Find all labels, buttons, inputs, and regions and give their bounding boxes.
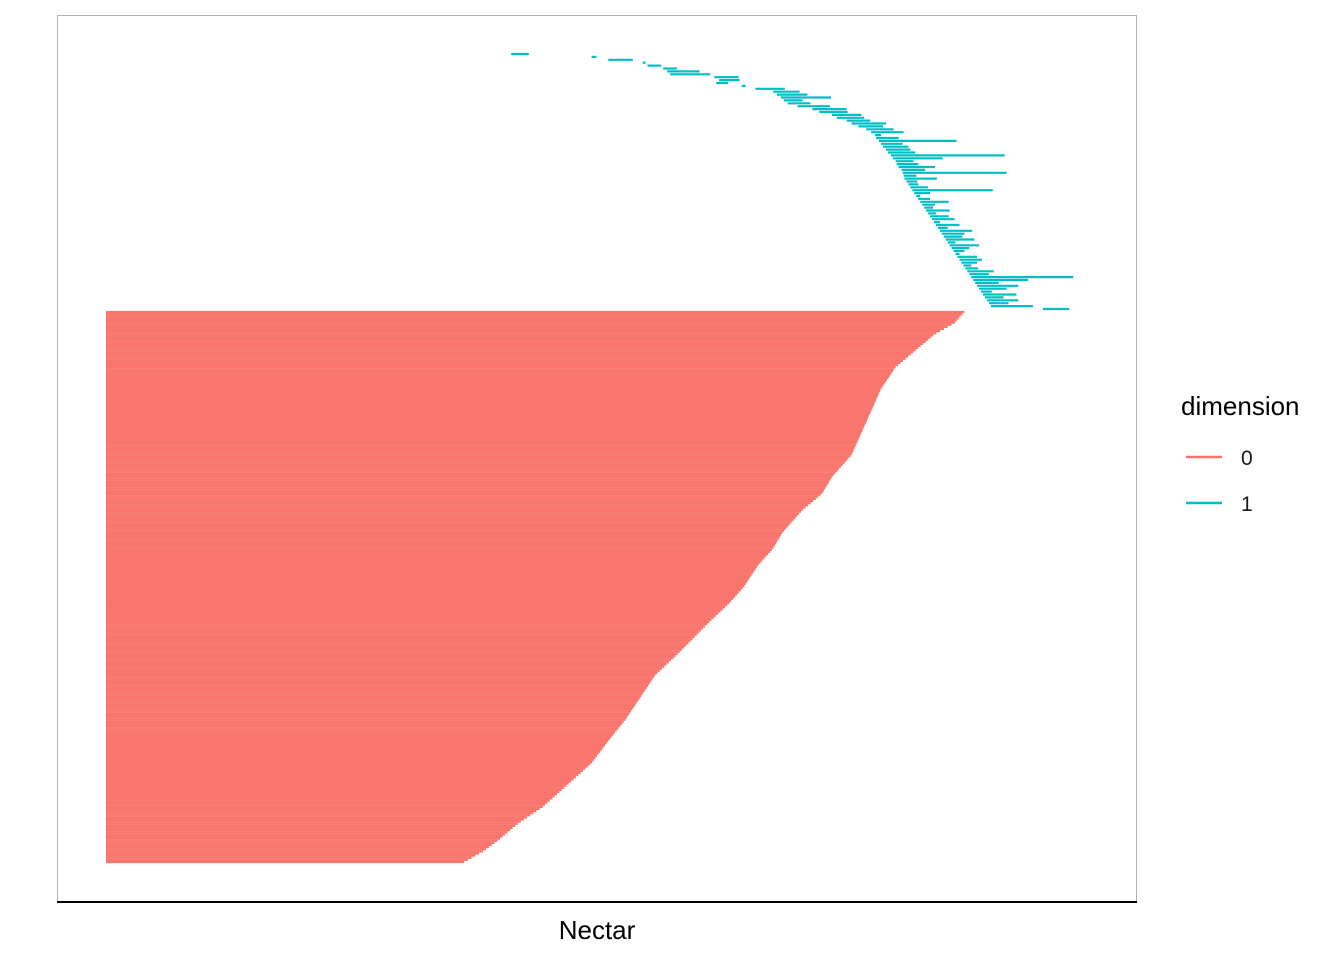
- legend-label-dimension-1: 1: [1241, 493, 1253, 516]
- legend-title: dimension: [1181, 391, 1300, 421]
- x-axis-title: Nectar: [559, 915, 636, 945]
- dimension-0-bars: [106, 310, 965, 864]
- legend-entry-1: 1: [1186, 493, 1253, 516]
- legend-label-dimension-0: 0: [1241, 447, 1253, 470]
- legend-entry-0: 0: [1186, 447, 1253, 470]
- legend: dimension 0 1: [1181, 391, 1300, 516]
- dimension-1-bars: [511, 52, 1074, 311]
